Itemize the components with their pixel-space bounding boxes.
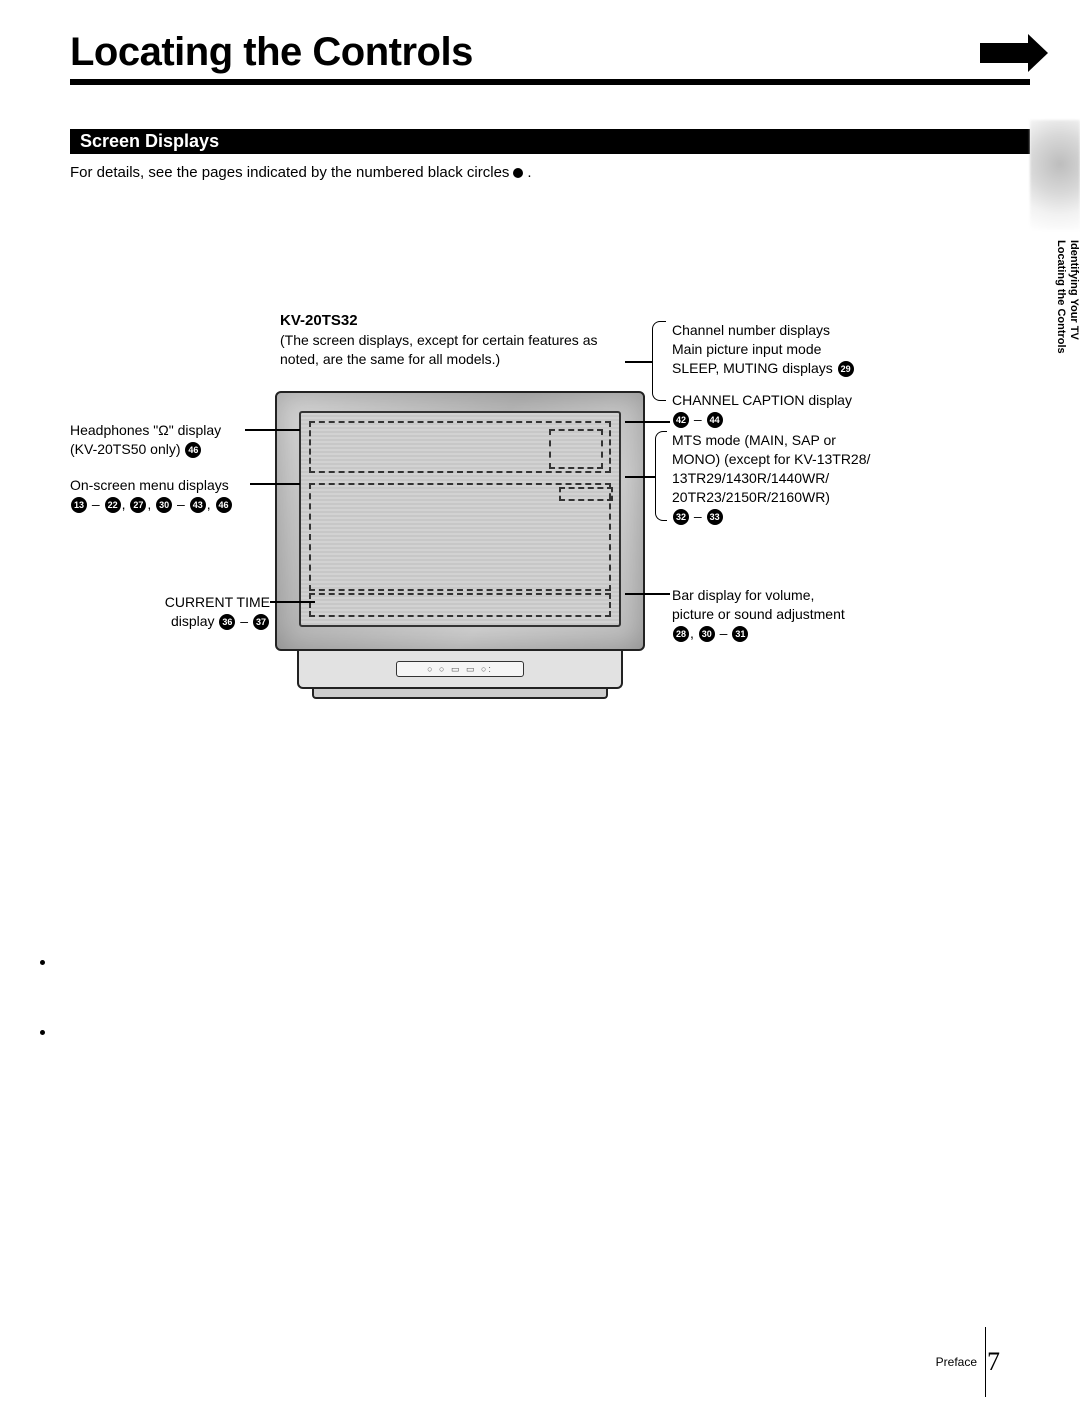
callout-channel-number: Channel number displays Main picture inp…: [672, 321, 932, 378]
model-note: KV-20TS32 (The screen displays, except f…: [280, 311, 620, 369]
screen-display-diagram: KV-20TS32 (The screen displays, except f…: [70, 331, 1030, 751]
title-rule: [70, 79, 1030, 85]
footer-rule: [985, 1327, 987, 1397]
tv-illustration: ○ ○ ▭ ▭ ○:: [275, 391, 645, 711]
footer-section-label: Preface: [936, 1355, 977, 1369]
continue-arrow-icon: [980, 43, 1030, 63]
section-header: Screen Displays: [70, 129, 229, 154]
callout-current-time: CURRENT TIME display 36 – 37: [100, 593, 270, 631]
page-title: Locating the Controls: [70, 30, 473, 75]
callout-headphones: Headphones "Ω" display (KV-20TS50 only) …: [70, 421, 270, 459]
stray-mark: [40, 1030, 45, 1035]
bullet-icon: [513, 168, 523, 178]
page-footer: Preface 7: [936, 1347, 1000, 1377]
footer-page-number: 7: [987, 1347, 1000, 1377]
callout-bar-display: Bar display for volume, picture or sound…: [672, 586, 932, 643]
section-header-row: Screen Displays: [70, 129, 1030, 154]
tv-control-strip: ○ ○ ▭ ▭ ○:: [396, 661, 525, 677]
intro-text: For details, see the pages indicated by …: [70, 164, 1030, 181]
callout-mts-mode: MTS mode (MAIN, SAP or MONO) (except for…: [672, 431, 932, 525]
callout-onscreen-menu: On-screen menu displays 13 – 22, 27, 30 …: [70, 476, 270, 514]
page-ref-icon: 46: [185, 442, 201, 458]
stray-mark: [40, 960, 45, 965]
side-tab: Identifying Your TV Locating the Control…: [1054, 240, 1080, 354]
callout-channel-caption: CHANNEL CAPTION display 42 – 44: [672, 391, 932, 429]
scan-artifact: [1030, 120, 1080, 230]
